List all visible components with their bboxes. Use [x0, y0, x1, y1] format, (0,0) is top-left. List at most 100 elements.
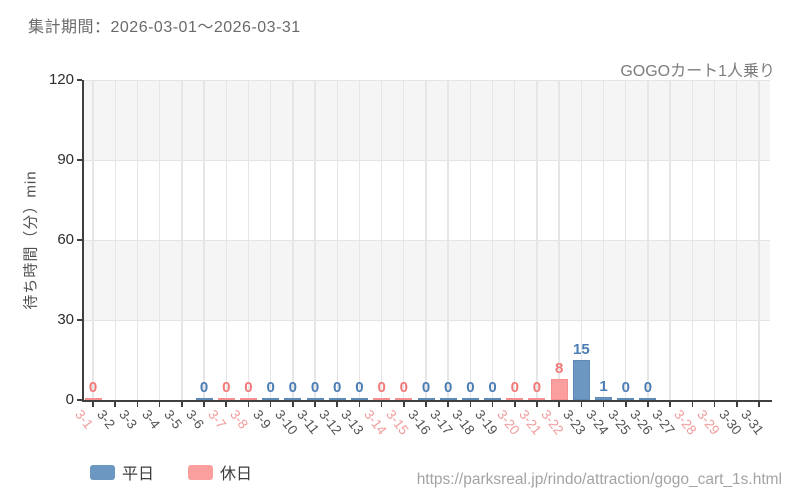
weekday-bar-3-24	[595, 397, 613, 400]
weekday-bar-3-9	[262, 397, 280, 400]
x-tick-label-3-30: 3-30	[715, 407, 745, 438]
x-tick-label-3-26: 3-26	[627, 407, 656, 438]
y-axis-tick	[77, 79, 82, 81]
x-tick-label-3-22: 3-22	[538, 407, 567, 438]
x-axis-tick	[558, 402, 560, 407]
holiday-color-swatch	[188, 464, 214, 480]
x-gridline	[203, 80, 205, 400]
weekday-bar-3-23	[572, 360, 590, 400]
holiday-bar-3-21	[528, 397, 546, 400]
weekday-bar-3-18	[461, 397, 479, 400]
legend-label-holiday: 休日	[220, 466, 253, 483]
weekday-bar-3-25	[617, 397, 635, 400]
x-tick-label-3-31: 3-31	[738, 407, 767, 438]
bar-value-label-3-16: 0	[421, 378, 431, 396]
y-tick-label: 60	[57, 231, 74, 248]
x-tick-label-3-12: 3-12	[316, 407, 345, 438]
bar-value-label-3-26: 0	[643, 378, 653, 396]
y-tick-label: 0	[65, 391, 74, 408]
x-tick-label-3-1: 3-1	[72, 407, 97, 432]
y-axis-tick	[77, 159, 82, 161]
bar-value-label-3-9: 0	[266, 378, 275, 396]
x-gridline	[292, 80, 294, 400]
x-axis-tick	[691, 402, 694, 407]
bar-value-label-3-21: 0	[532, 378, 542, 396]
holiday-bar-3-15	[395, 397, 413, 400]
x-axis-tick	[536, 402, 538, 407]
x-tick-label-3-11: 3-11	[294, 407, 323, 437]
weekday-bar-3-26	[639, 397, 657, 400]
holiday-bar-3-7	[217, 397, 235, 400]
weekday-bar-3-11	[306, 397, 324, 400]
x-gridline	[602, 80, 605, 400]
weekday-bar-3-12	[328, 397, 346, 400]
x-tick-label-3-18: 3-18	[449, 407, 479, 438]
x-gridline	[114, 80, 116, 400]
x-axis-tick	[513, 402, 516, 407]
x-gridline	[136, 80, 139, 400]
x-tick-label-3-8: 3-8	[227, 407, 252, 432]
bar-value-label-3-10: 0	[288, 378, 297, 396]
x-tick-label-3-27: 3-27	[649, 407, 678, 438]
x-axis-tick	[336, 402, 339, 407]
x-axis-tick	[203, 402, 205, 407]
x-tick-label-3-7: 3-7	[205, 407, 230, 432]
x-axis-tick	[292, 402, 294, 407]
source-url: https://parksreal.jp/rindo/attraction/go…	[416, 471, 782, 488]
weekday-bar-3-19	[484, 397, 502, 400]
y-tick-label: 30	[57, 311, 74, 328]
x-gridline	[314, 80, 316, 400]
legend-item-weekday: 平日	[90, 460, 154, 484]
x-gridline	[225, 80, 227, 400]
x-gridline	[247, 80, 250, 400]
weekday-bar-3-13	[350, 397, 368, 400]
x-gridline	[92, 80, 94, 400]
y-axis-tick	[77, 399, 82, 401]
x-tick-label-3-3: 3-3	[116, 407, 141, 432]
y-tick-label: 90	[57, 151, 74, 168]
x-axis-tick	[580, 402, 583, 407]
x-tick-label-3-9: 3-9	[249, 407, 274, 432]
x-axis-tick	[491, 402, 494, 407]
x-tick-label-3-29: 3-29	[693, 407, 723, 438]
holiday-bar-3-14	[373, 397, 391, 400]
x-gridline	[514, 80, 516, 400]
bar-value-label-3-17: 0	[444, 378, 453, 396]
legend: 平日 休日	[90, 460, 252, 484]
x-gridline	[447, 80, 449, 400]
holiday-bar-3-1	[84, 397, 102, 400]
x-gridline	[403, 80, 405, 400]
x-axis-tick	[624, 402, 627, 407]
x-axis-tick	[225, 402, 228, 407]
x-tick-label-3-25: 3-25	[604, 407, 634, 438]
x-tick-label-3-28: 3-28	[671, 407, 700, 438]
x-gridline	[336, 80, 338, 400]
x-gridline	[158, 80, 161, 400]
bar-value-label-3-22: 8	[554, 359, 564, 377]
x-axis-tick	[758, 402, 760, 407]
x-tick-label-3-2: 3-2	[94, 407, 119, 432]
x-tick-label-3-13: 3-13	[338, 407, 368, 438]
holiday-bar-3-8	[239, 397, 257, 400]
bar-value-label-3-19: 0	[488, 378, 497, 396]
bar-chart-plot: 0 30 60 90 120 3-1 0 3-2 3-3 3-4 3-5 3-6 0 3-7 0 3-8 0 3-…	[48, 71, 772, 438]
x-axis-tick	[447, 402, 449, 407]
weekday-bar-3-17	[439, 397, 457, 400]
x-axis-tick	[114, 402, 117, 407]
y-tick-label: 120	[48, 71, 74, 88]
x-tick-label-3-4: 3-4	[138, 407, 163, 432]
x-gridline	[713, 80, 716, 400]
x-gridline	[736, 80, 738, 400]
x-gridline	[536, 80, 538, 400]
x-axis-tick	[314, 402, 316, 407]
bar-value-label-3-14: 0	[377, 378, 386, 396]
y-axis-tick	[77, 319, 82, 321]
bar-value-label-3-1: 0	[88, 378, 98, 396]
x-gridline	[580, 80, 583, 400]
x-axis-tick	[602, 402, 605, 407]
x-gridline	[181, 80, 183, 400]
weekday-bar-3-10	[284, 397, 302, 400]
x-axis	[82, 400, 772, 402]
x-tick-label-3-17: 3-17	[427, 407, 456, 438]
period-title: 集計期間：2026-03-01〜2026-03-31	[28, 19, 301, 36]
